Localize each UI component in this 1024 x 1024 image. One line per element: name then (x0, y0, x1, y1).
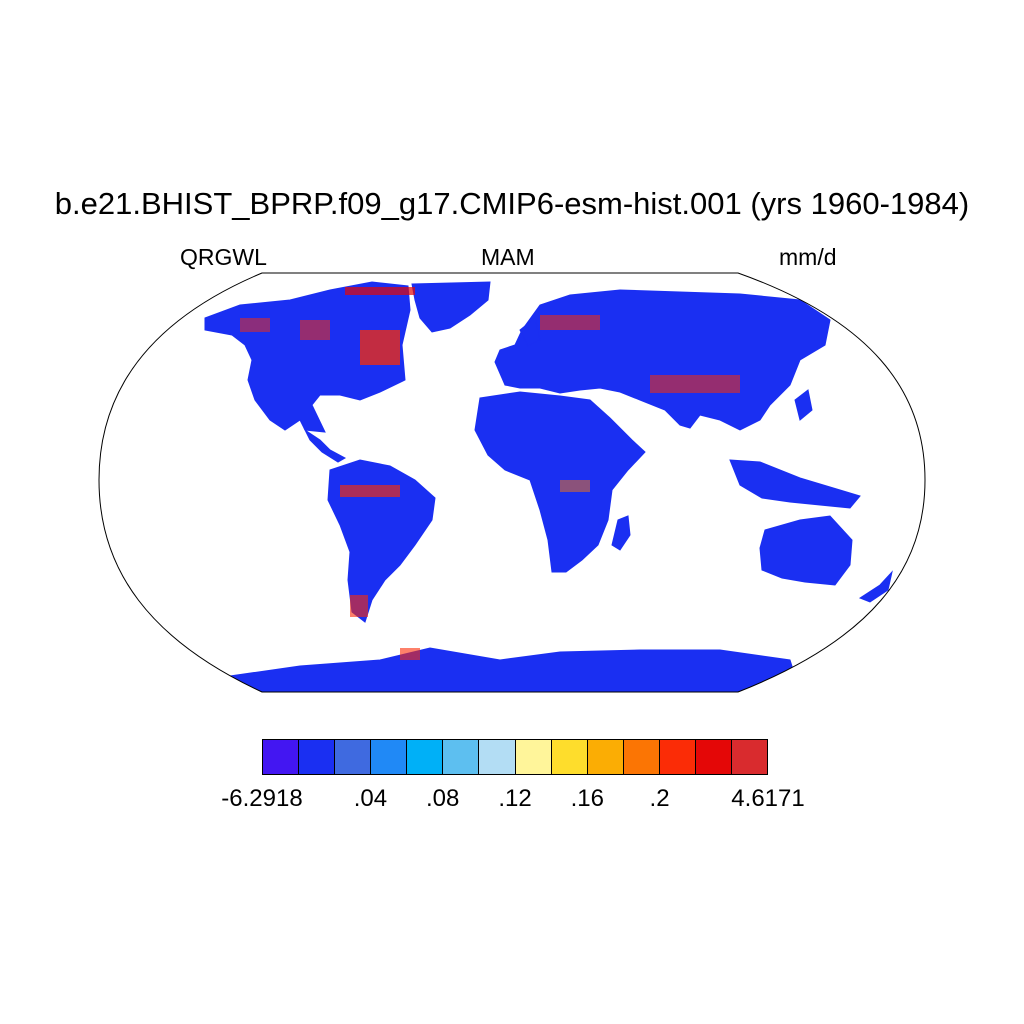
colorbar-box (659, 740, 696, 774)
colorbar-box (732, 740, 768, 774)
colorbar-box (443, 740, 480, 774)
map-outline (98, 272, 926, 693)
british-isles (519, 317, 541, 347)
colorbar (262, 739, 768, 775)
colorbar-box (407, 740, 444, 774)
colorbar-box (299, 740, 336, 774)
colorbar-box (263, 740, 300, 774)
colorbar-tick-label: -6.2918 (221, 785, 303, 812)
central-america (303, 428, 347, 463)
variable-label: QRGWL (180, 244, 267, 270)
hotspots (240, 287, 740, 660)
colorbar-box (623, 740, 660, 774)
colorbar-box (515, 740, 552, 774)
colorbar-box (587, 740, 624, 774)
madagascar (611, 515, 631, 551)
units-label: mm/d (779, 244, 837, 270)
greenland (411, 281, 491, 333)
colorbar-tick-label: .12 (498, 785, 532, 812)
land-masses (204, 281, 893, 692)
australia (759, 515, 853, 586)
japan (794, 389, 813, 421)
colorbar-tick-label: .16 (570, 785, 604, 812)
south-america (327, 459, 436, 623)
antarctica (219, 647, 801, 692)
colorbar-tick-label: .04 (353, 785, 388, 812)
colorbar-tick-label: .08 (426, 785, 460, 812)
colorbar-box (371, 740, 408, 774)
map-title: b.e21.BHIST_BPRP.f09_g17.CMIP6-esm-hist.… (54, 186, 970, 221)
colorbar-tick-label: .2 (649, 785, 670, 812)
colorbar-tick-label: 4.6171 (731, 785, 805, 812)
colorbar-box (695, 740, 733, 774)
colorbar-box (479, 740, 516, 774)
maritime-southeast-asia (729, 459, 861, 509)
colorbar-box (551, 740, 588, 774)
colorbar-box (335, 740, 372, 774)
new-zealand (858, 570, 893, 603)
season-label: MAM (481, 244, 535, 270)
